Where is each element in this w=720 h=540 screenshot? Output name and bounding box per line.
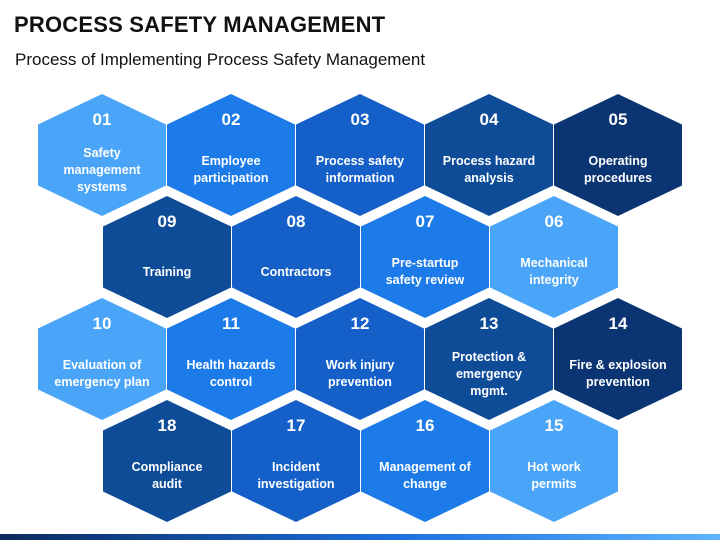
hex-13-protection-emergency-mgmt: 13 Protection & emergency mgmt.: [425, 298, 553, 420]
hex-18-compliance-audit: 18 Compliance audit: [103, 400, 231, 522]
hex-number: 12: [350, 314, 370, 333]
hex-label: Hot work permits: [527, 460, 581, 491]
bottom-accent-bar: [0, 534, 720, 540]
hex-number: 14: [608, 314, 628, 333]
hex-05-operating-procedures: 05 Operating procedures: [554, 94, 682, 216]
hex-label: Health hazards control: [186, 358, 276, 389]
hex-label: Safety management systems: [63, 145, 141, 194]
hex-label: Pre-startup safety review: [385, 256, 465, 287]
hex-label: Process hazard analysis: [442, 154, 536, 185]
hex-06-mechanical-integrity: 06 Mechanical integrity: [490, 196, 618, 318]
hex-number: 10: [92, 314, 112, 333]
hex-label: Work injury prevention: [325, 358, 395, 389]
hex-15-hot-work-permits: 15 Hot work permits: [490, 400, 618, 522]
hex-07-pre-startup-safety-review: 07 Pre-startup safety review: [361, 196, 489, 318]
hex-09-training: 09 Training: [103, 196, 231, 318]
hex-label: Evaluation of emergency plan: [54, 358, 150, 389]
hex-label: Process safety information: [315, 154, 405, 185]
hex-17-incident-investigation: 17 Incident investigation: [232, 400, 360, 522]
hex-number: 06: [544, 212, 564, 231]
hex-number: 01: [92, 110, 112, 129]
hex-number: 17: [286, 416, 306, 435]
hex-14-fire-explosion-prevention: 14 Fire & explosion prevention: [554, 298, 682, 420]
hex-label: Mechanical integrity: [520, 256, 588, 287]
page-title: PROCESS SAFETY MANAGEMENT: [14, 12, 386, 37]
hex-03-process-safety-information: 03 Process safety information: [296, 94, 424, 216]
hex-label: Management of change: [379, 460, 471, 491]
hex-label: Contractors: [260, 264, 332, 279]
hex-11-health-hazards-control: 11 Health hazards control: [167, 298, 295, 420]
hex-label: Protection & emergency mgmt.: [451, 349, 527, 398]
hex-label: Employee participation: [193, 154, 269, 185]
hex-label: Operating procedures: [583, 154, 653, 185]
hex-01-safety-management-systems: 01 Safety management systems: [38, 94, 166, 216]
hex-08-contractors: 08 Contractors: [232, 196, 360, 318]
hex-number: 02: [221, 110, 241, 129]
hex-label: Compliance audit: [131, 460, 203, 491]
hex-number: 18: [157, 416, 177, 435]
hex-label: Incident investigation: [257, 460, 335, 491]
hex-number: 05: [608, 110, 628, 129]
hex-number: 08: [286, 212, 306, 231]
hex-number: 16: [415, 416, 435, 435]
hex-number: 15: [544, 416, 564, 435]
hex-12-work-injury-prevention: 12 Work injury prevention: [296, 298, 424, 420]
hex-number: 11: [222, 314, 240, 333]
hex-number: 03: [350, 110, 370, 129]
hex-number: 13: [479, 314, 499, 333]
hex-10-evaluation-of-emergency-plan: 10 Evaluation of emergency plan: [38, 298, 166, 420]
hex-label: Training: [142, 264, 192, 279]
hex-02-employee-participation: 02 Employee participation: [167, 94, 295, 216]
hex-number: 09: [157, 212, 177, 231]
hex-16-management-of-change: 16 Management of change: [361, 400, 489, 522]
hex-04-process-hazard-analysis: 04 Process hazard analysis: [425, 94, 553, 216]
hex-number: 07: [415, 212, 435, 231]
page-subtitle: Process of Implementing Process Safety M…: [15, 50, 426, 69]
hex-label: Fire & explosion prevention: [569, 358, 667, 389]
hex-number: 04: [479, 110, 499, 129]
